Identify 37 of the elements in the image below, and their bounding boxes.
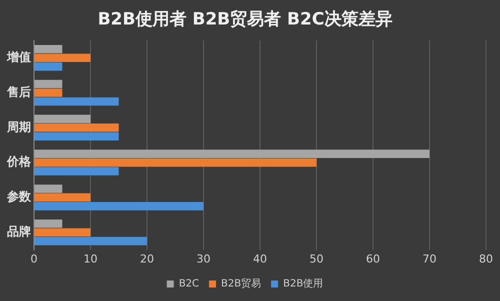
x-tick-label: 20 (140, 252, 154, 266)
bar (34, 219, 62, 228)
bar (34, 193, 90, 202)
x-tick-label: 60 (366, 252, 380, 266)
bar (34, 228, 90, 236)
bar (34, 44, 62, 54)
y-tick-label: 周期 (6, 120, 31, 134)
y-tick-label: 品牌 (7, 224, 31, 238)
x-tick-label: 30 (196, 252, 210, 266)
bar (34, 158, 316, 167)
bar (34, 124, 119, 132)
bar (34, 184, 62, 193)
chart-title: B2B使用者 B2B贸易者 B2C决策差异 (98, 10, 392, 30)
bar (34, 202, 204, 210)
x-tick-label: 80 (479, 252, 493, 266)
bar (34, 167, 119, 176)
bar (34, 236, 147, 246)
y-tick-label: 价格 (6, 154, 32, 169)
legend-label: B2C (178, 278, 200, 290)
x-tick-label: 70 (422, 252, 436, 266)
x-tick-label: 50 (310, 252, 324, 266)
y-tick-label: 参数 (6, 190, 32, 204)
x-tick-label: 10 (84, 252, 98, 266)
bar (34, 62, 62, 71)
x-tick-label: 40 (253, 252, 267, 266)
y-tick-label: 售后 (6, 84, 31, 99)
bar (34, 80, 62, 88)
bar (34, 150, 430, 158)
bar (34, 132, 119, 141)
legend-label: B2B贸易 (221, 278, 262, 290)
x-tick-label: 0 (30, 252, 38, 266)
bar (34, 54, 90, 62)
bar (34, 88, 62, 97)
legend-label: B2B使用 (283, 278, 324, 290)
y-tick-label: 增值 (6, 50, 31, 64)
bar (34, 97, 119, 106)
bar (34, 114, 90, 124)
